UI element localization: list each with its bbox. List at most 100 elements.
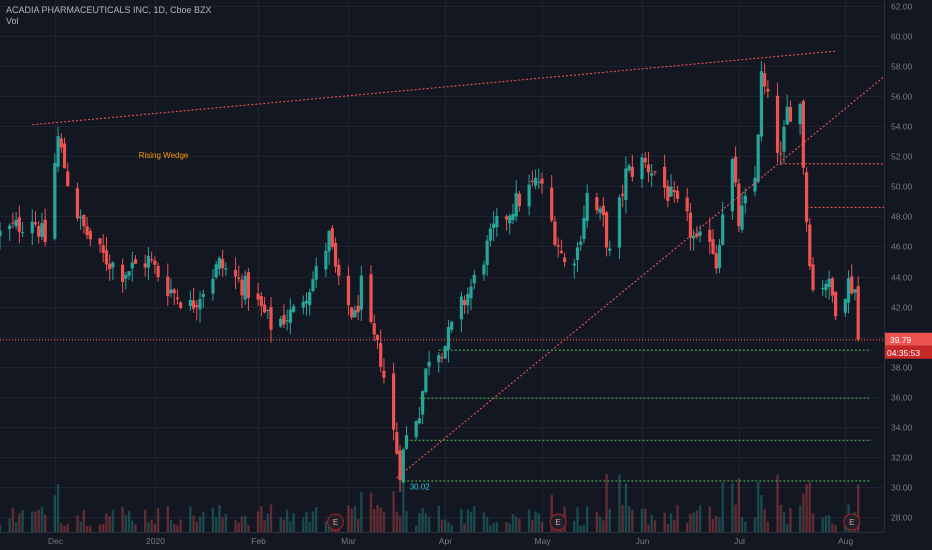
- candle-body: [43, 219, 47, 242]
- price-tick-label: 34.00: [891, 423, 913, 433]
- volume-bar: [731, 483, 734, 532]
- candle-body: [356, 305, 360, 313]
- volume-bar: [369, 492, 373, 532]
- date-tick-label: Apr: [439, 536, 452, 546]
- candle-body: [11, 222, 15, 224]
- volume-bar: [485, 517, 489, 532]
- volume-bar: [766, 521, 770, 532]
- volume-bar: [463, 523, 466, 532]
- candle-body: [382, 370, 386, 378]
- candle-body: [308, 292, 312, 305]
- candle-body: [282, 315, 286, 325]
- price-tick-label: 50.00: [891, 182, 913, 192]
- volume-bar: [256, 511, 260, 532]
- candle-body: [482, 264, 486, 275]
- candle-body: [369, 274, 373, 323]
- volume-bar: [698, 505, 702, 532]
- candle-body: [333, 242, 338, 267]
- volume-bar: [221, 517, 224, 532]
- candle-body: [808, 224, 812, 267]
- volume-bar: [650, 514, 653, 532]
- volume-bar: [440, 519, 444, 532]
- candle-body: [285, 320, 289, 322]
- volume-bar: [760, 495, 763, 532]
- candle-body: [291, 306, 296, 312]
- volume-bar: [676, 505, 679, 532]
- volume-bar: [531, 519, 534, 532]
- volume-bar: [66, 523, 69, 532]
- volume-bar: [150, 519, 153, 532]
- candle-body: [133, 259, 138, 264]
- volume-bar: [311, 511, 315, 532]
- volume-bar: [89, 525, 92, 532]
- volume-bar: [353, 505, 357, 532]
- volume-bar: [308, 521, 311, 532]
- candle-body: [575, 247, 580, 261]
- volume-bar: [421, 508, 424, 532]
- candles: [0, 61, 860, 492]
- volume-bar: [240, 516, 244, 532]
- candle-body: [492, 223, 496, 229]
- candle-body: [111, 262, 115, 268]
- candle-body: [437, 355, 441, 363]
- volume-bar: [669, 513, 673, 532]
- low-price-label: 30.02: [410, 483, 431, 492]
- volume-bar: [56, 484, 60, 532]
- candle-body: [314, 266, 318, 280]
- earnings-marker: [327, 513, 345, 531]
- volume-bar: [176, 525, 179, 532]
- volume-bar: [282, 519, 286, 532]
- candle-body: [450, 321, 454, 330]
- candle-body: [53, 162, 57, 239]
- candle-body: [572, 263, 576, 266]
- date-tick-label: Aug: [838, 536, 853, 546]
- candle-body: [556, 245, 560, 247]
- candle-body: [511, 213, 515, 220]
- volume-bar: [153, 523, 157, 532]
- candle-body: [698, 231, 702, 236]
- candle-body: [120, 264, 125, 282]
- candle-body: [824, 283, 828, 291]
- volume-bar: [715, 515, 718, 532]
- volume-bars: [0, 474, 860, 532]
- candle-body: [262, 304, 267, 313]
- volume-bar: [808, 481, 811, 532]
- candle-body: [737, 183, 741, 227]
- volume-bar: [540, 521, 544, 532]
- candle-body: [224, 268, 228, 270]
- volume-bar: [482, 512, 486, 532]
- candle-body: [653, 171, 657, 173]
- volume-bar: [85, 525, 89, 532]
- candle-body: [753, 177, 757, 192]
- candle-body: [214, 264, 218, 278]
- candle-body: [40, 223, 44, 237]
- candle-body: [763, 73, 767, 87]
- volume-bar: [789, 508, 792, 532]
- volume-bar: [247, 524, 250, 532]
- candle-body: [98, 238, 102, 245]
- candle-body: [156, 265, 160, 277]
- volume-bar: [414, 525, 418, 532]
- volume-bar: [753, 517, 757, 532]
- candle-body: [150, 259, 154, 261]
- candle-body: [517, 193, 522, 207]
- candle-body: [101, 245, 105, 253]
- volume-bar: [624, 483, 628, 532]
- candle-body: [759, 71, 764, 137]
- candle-body: [559, 251, 563, 254]
- volume-bar: [156, 508, 160, 532]
- candle-body: [127, 271, 131, 276]
- candle-body: [675, 190, 680, 199]
- candle-body: [424, 368, 428, 392]
- volume-bar: [143, 509, 147, 532]
- volume-bar: [211, 507, 215, 532]
- volume-bar: [314, 507, 318, 532]
- volume-bar: [466, 509, 470, 532]
- candle-body: [459, 296, 463, 320]
- candle-body: [585, 192, 589, 221]
- volume-bar: [692, 512, 695, 532]
- candle-body: [337, 264, 341, 276]
- candle-body: [508, 215, 512, 224]
